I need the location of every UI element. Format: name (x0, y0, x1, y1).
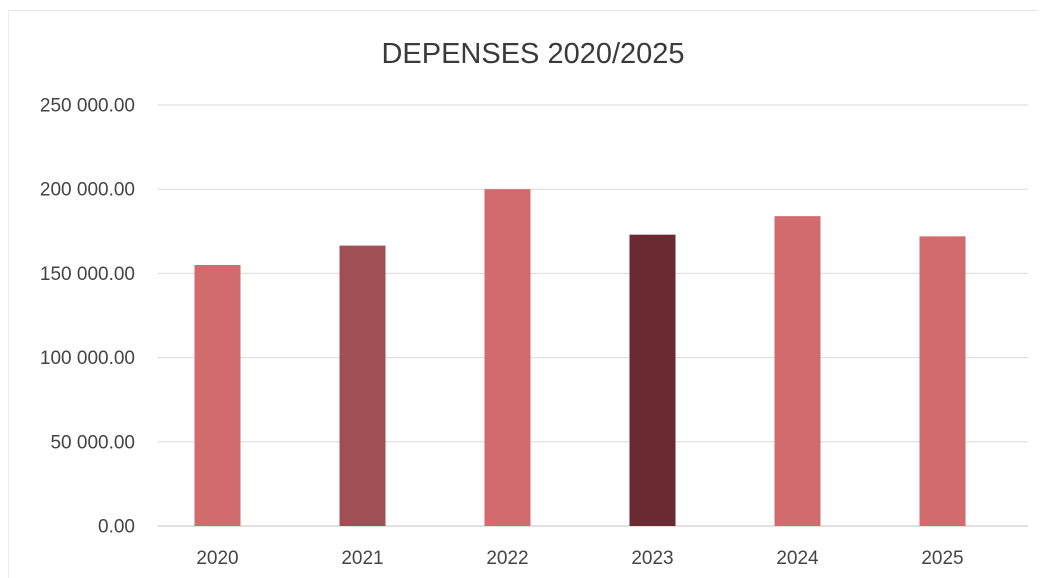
x-tick-label: 2025 (921, 548, 963, 569)
x-tick-label: 2023 (631, 548, 673, 569)
y-tick-label: 50 000.00 (50, 432, 135, 453)
x-tick-label: 2021 (341, 548, 383, 569)
x-axis-tick-labels: 2020 2021 2022 2023 2024 2025 (196, 548, 963, 569)
frame-top-border (8, 10, 1038, 11)
y-tick-label: 150 000.00 (40, 264, 135, 285)
frame-left-border (8, 10, 9, 578)
chart-title: DEPENSES 2020/2025 (381, 38, 684, 70)
bars (194, 189, 966, 527)
bar-2024 (774, 216, 821, 527)
y-axis-tick-labels: 0.00 50 000.00 100 000.00 150 000.00 200 000… (40, 96, 135, 538)
bar-2022 (484, 189, 531, 526)
x-tick-label: 2022 (486, 548, 528, 569)
y-tick-label: 0.00 (98, 517, 135, 538)
gridlines (158, 104, 1028, 527)
y-tick-label: 100 000.00 (40, 348, 135, 369)
y-tick-label: 250 000.00 (40, 96, 135, 117)
x-tick-label: 2020 (196, 548, 238, 569)
bar-2020 (194, 264, 241, 526)
bar-2023 (629, 234, 676, 526)
bar-2025 (919, 236, 966, 527)
y-tick-label: 200 000.00 (40, 180, 135, 201)
bar-2021 (339, 245, 386, 526)
x-tick-label: 2024 (776, 548, 819, 569)
